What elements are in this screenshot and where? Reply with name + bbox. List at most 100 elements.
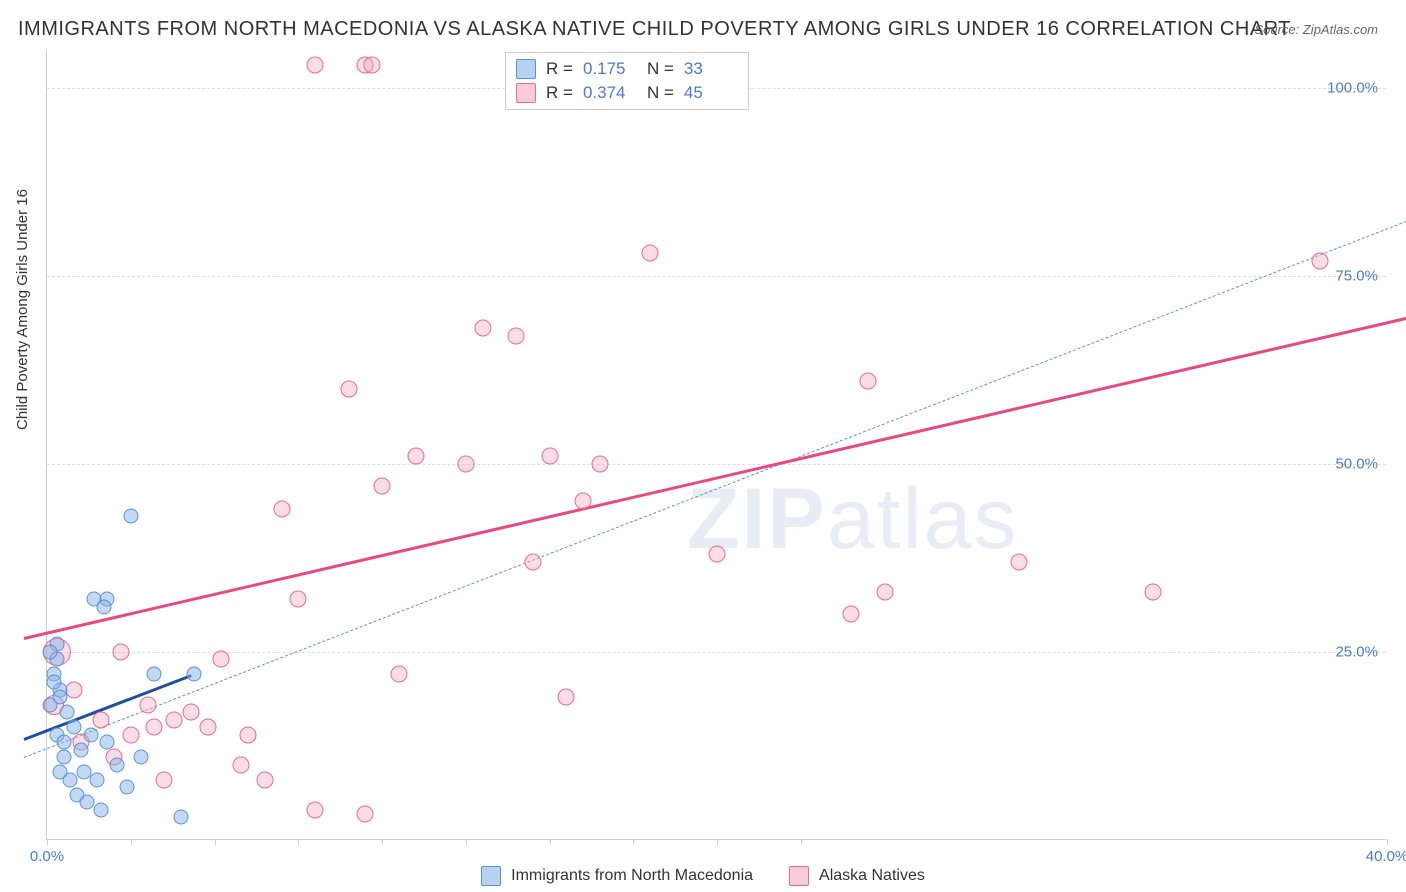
legend-item-1: Immigrants from North Macedonia <box>481 866 753 886</box>
data-point <box>642 245 659 262</box>
data-point <box>357 805 374 822</box>
watermark-thin: atlas <box>827 471 1019 567</box>
data-point <box>273 500 290 517</box>
x-tick-label: 0.0% <box>30 848 64 865</box>
x-tick <box>298 839 299 845</box>
trendline <box>23 313 1406 639</box>
data-point <box>1312 252 1329 269</box>
data-point <box>53 765 68 780</box>
data-point <box>46 675 61 690</box>
x-tick <box>550 839 551 845</box>
swatch-pink-icon <box>516 83 536 103</box>
x-tick <box>215 839 216 845</box>
legend-swatch-pink-icon <box>789 866 809 886</box>
data-point <box>110 757 125 772</box>
x-tick <box>131 839 132 845</box>
data-point <box>43 644 58 659</box>
data-point <box>256 771 273 788</box>
data-point <box>66 720 81 735</box>
r-label-1: R = <box>546 59 573 79</box>
y-tick-label: 50.0% <box>1335 455 1378 472</box>
data-point <box>859 373 876 390</box>
data-point <box>122 726 139 743</box>
data-point <box>83 727 98 742</box>
data-point <box>340 380 357 397</box>
data-point <box>123 509 138 524</box>
data-point <box>112 643 129 660</box>
data-point <box>524 553 541 570</box>
data-point <box>213 651 230 668</box>
data-point <box>93 802 108 817</box>
gridline-horizontal <box>47 652 1386 653</box>
data-point <box>558 689 575 706</box>
data-point <box>407 448 424 465</box>
data-point <box>390 666 407 683</box>
gridline-horizontal <box>47 276 1386 277</box>
data-point <box>60 705 75 720</box>
x-tick <box>382 839 383 845</box>
y-tick-label: 25.0% <box>1335 643 1378 660</box>
r-value-1: 0.175 <box>583 59 637 79</box>
stats-legend-box: R = 0.175 N = 33 R = 0.374 N = 45 <box>505 52 749 110</box>
data-point <box>843 606 860 623</box>
data-point <box>183 704 200 721</box>
x-tick <box>1387 839 1388 845</box>
data-point <box>156 771 173 788</box>
data-point <box>709 546 726 563</box>
data-point <box>474 320 491 337</box>
data-point <box>541 448 558 465</box>
data-point <box>92 711 109 728</box>
data-point <box>307 57 324 74</box>
data-point <box>508 327 525 344</box>
data-point <box>53 690 68 705</box>
y-axis-title: Child Poverty Among Girls Under 16 <box>14 189 31 430</box>
data-point <box>73 742 88 757</box>
data-point <box>147 667 162 682</box>
data-point <box>139 696 156 713</box>
data-point <box>133 750 148 765</box>
n-label-1: N = <box>647 59 674 79</box>
y-tick-label: 100.0% <box>1327 79 1378 96</box>
bottom-legend: Immigrants from North Macedonia Alaska N… <box>0 866 1406 886</box>
legend-item-2: Alaska Natives <box>789 866 925 886</box>
stats-row-2: R = 0.374 N = 45 <box>512 81 742 105</box>
data-point <box>290 591 307 608</box>
source-label: Source: ZipAtlas.com <box>1254 22 1378 37</box>
data-point <box>233 756 250 773</box>
x-tick <box>47 839 48 845</box>
x-tick <box>801 839 802 845</box>
data-point <box>363 57 380 74</box>
data-point <box>876 583 893 600</box>
data-point <box>90 772 105 787</box>
data-point <box>146 719 163 736</box>
trendline <box>23 216 1406 759</box>
data-point <box>1010 553 1027 570</box>
legend-label-2: Alaska Natives <box>819 867 925 885</box>
legend-label-1: Immigrants from North Macedonia <box>511 867 753 885</box>
y-tick-label: 75.0% <box>1335 267 1378 284</box>
stats-row-1: R = 0.175 N = 33 <box>512 57 742 81</box>
data-point <box>187 667 202 682</box>
n-label-2: N = <box>647 83 674 103</box>
n-value-1: 33 <box>684 59 738 79</box>
data-point <box>96 599 111 614</box>
data-point <box>166 711 183 728</box>
x-tick <box>466 839 467 845</box>
data-point <box>120 780 135 795</box>
data-point <box>591 455 608 472</box>
r-label-2: R = <box>546 83 573 103</box>
data-point <box>307 801 324 818</box>
x-tick <box>717 839 718 845</box>
x-tick <box>633 839 634 845</box>
data-point <box>174 810 189 825</box>
gridline-horizontal <box>47 464 1386 465</box>
legend-swatch-blue-icon <box>481 866 501 886</box>
data-point <box>374 478 391 495</box>
watermark: ZIPatlas <box>687 470 1018 569</box>
data-point <box>575 493 592 510</box>
data-point <box>56 750 71 765</box>
chart-title: IMMIGRANTS FROM NORTH MACEDONIA VS ALASK… <box>18 18 1291 41</box>
data-point <box>1144 583 1161 600</box>
data-point <box>100 735 115 750</box>
data-point <box>56 735 71 750</box>
